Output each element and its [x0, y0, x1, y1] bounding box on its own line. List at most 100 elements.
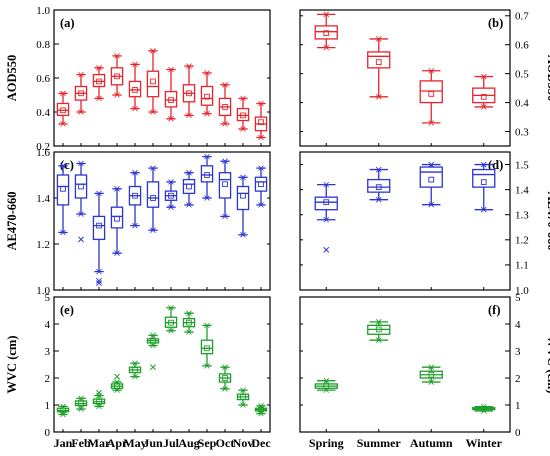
extreme-marker	[96, 268, 102, 275]
mean-marker	[323, 383, 330, 389]
extreme-marker	[168, 66, 174, 73]
extreme-marker	[222, 158, 228, 164]
box-iqr	[92, 73, 106, 88]
extreme-marker	[323, 387, 330, 393]
x-tick-label: Mar	[88, 436, 111, 450]
extreme-marker	[96, 403, 102, 410]
mean-marker	[132, 367, 138, 373]
extreme-marker	[428, 120, 435, 126]
extreme-marker	[204, 322, 210, 329]
extreme-marker	[428, 67, 435, 74]
outlier-marker	[114, 373, 120, 380]
extreme-marker	[168, 179, 174, 185]
extreme-marker	[428, 364, 435, 370]
extreme-marker	[323, 216, 330, 223]
extreme-marker	[375, 337, 382, 343]
mean-marker	[78, 90, 84, 97]
extreme-marker	[150, 109, 156, 115]
extreme-marker	[78, 211, 84, 217]
box-Autumn	[419, 67, 443, 126]
panel-d: 1.0 1.1 1.2 1.3 1.4 1.5 AE470-660 (d)	[299, 151, 550, 297]
extreme-marker	[428, 161, 435, 168]
box-Spring	[314, 377, 338, 393]
y-tick-label: 1.3	[515, 210, 529, 222]
panel-label: (e)	[60, 303, 74, 317]
extreme-marker	[480, 403, 487, 410]
mean-marker	[60, 107, 66, 114]
mean-marker	[222, 375, 228, 381]
extreme-marker	[114, 387, 120, 393]
extreme-marker	[186, 112, 192, 119]
mean-marker	[428, 91, 435, 97]
y-axis-label: WVC (cm)	[5, 336, 19, 394]
plot-frame	[53, 9, 271, 147]
box-Nov	[236, 174, 250, 238]
outlier-marker	[96, 280, 102, 287]
x-tick-label: Sep	[198, 436, 217, 450]
extreme-marker	[114, 379, 120, 385]
extreme-marker	[204, 110, 210, 117]
box-Jan	[56, 90, 70, 127]
y-tick-label: 0.6	[36, 73, 50, 85]
box-Nov	[236, 95, 250, 132]
box-Apr	[110, 373, 124, 393]
mean-marker	[428, 176, 435, 183]
extreme-marker	[480, 161, 487, 168]
y-tick-label: 0.4	[36, 107, 50, 119]
extreme-marker	[240, 387, 246, 393]
box-Mar	[92, 190, 106, 287]
box-Autumn	[419, 364, 443, 385]
box-iqr	[56, 174, 70, 206]
extreme-marker	[186, 329, 192, 335]
box-Jun	[146, 332, 160, 371]
box-iqr	[314, 196, 338, 211]
box-iqr	[146, 181, 160, 208]
box-Feb	[74, 395, 88, 412]
extreme-marker	[204, 153, 210, 160]
extreme-marker	[240, 402, 246, 408]
y-tick-label: 1.0	[36, 285, 50, 297]
box-iqr	[254, 176, 268, 192]
box-Feb	[74, 160, 88, 243]
mean-marker	[186, 319, 192, 326]
extreme-marker	[114, 92, 120, 98]
y-axis-label: WVC (cm)	[545, 336, 550, 394]
extreme-marker	[258, 410, 264, 417]
extreme-marker	[96, 65, 102, 71]
mean-marker	[114, 73, 120, 80]
y-tick-label: 1.0	[36, 5, 50, 17]
mean-marker	[204, 345, 210, 352]
box-Apr	[110, 186, 124, 256]
extreme-marker	[78, 406, 84, 412]
mean-marker	[168, 97, 174, 103]
box-iqr	[110, 206, 124, 229]
extreme-marker	[323, 377, 330, 384]
y-tick-label: 0	[45, 427, 51, 439]
extreme-marker	[222, 213, 228, 220]
box-Jan	[56, 403, 70, 418]
box-Oct	[218, 158, 232, 220]
box-iqr	[128, 80, 142, 98]
extreme-marker	[323, 44, 330, 51]
plot-frame	[299, 296, 511, 433]
extreme-marker	[204, 363, 210, 369]
box-Summer	[367, 166, 391, 203]
mean-marker	[375, 184, 382, 190]
box-Jan	[56, 163, 70, 236]
outlier-marker	[96, 277, 102, 284]
plot-frame	[53, 151, 271, 291]
mean-marker	[60, 407, 66, 414]
mean-marker	[96, 222, 102, 229]
mean-marker	[375, 59, 382, 65]
mean-marker	[78, 400, 84, 407]
x-tick-label: Winter	[466, 436, 503, 450]
extreme-marker	[375, 94, 382, 100]
x-tick-label: Jan	[54, 436, 73, 450]
y-tick-label: 0.8	[36, 39, 50, 51]
y-tick-label: 1.6	[36, 147, 50, 159]
extreme-marker	[186, 169, 192, 176]
mean-marker	[480, 179, 487, 185]
extreme-marker	[114, 186, 120, 192]
y-tick-label: 5	[515, 292, 521, 304]
